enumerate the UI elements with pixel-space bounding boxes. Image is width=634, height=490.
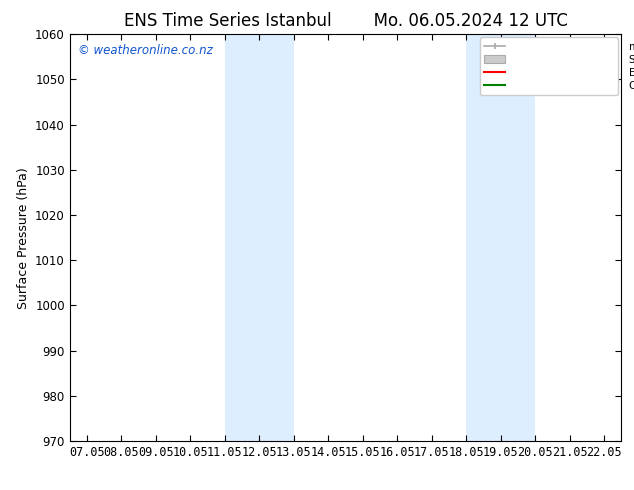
Bar — [225, 34, 294, 441]
Y-axis label: Surface Pressure (hPa): Surface Pressure (hPa) — [16, 167, 30, 309]
Legend: min/max, Standard deviation, Ensemble mean run, Controll run: min/max, Standard deviation, Ensemble me… — [480, 37, 618, 95]
Title: ENS Time Series Istanbul        Mo. 06.05.2024 12 UTC: ENS Time Series Istanbul Mo. 06.05.2024 … — [124, 12, 567, 30]
Bar — [466, 34, 535, 441]
Text: © weatheronline.co.nz: © weatheronline.co.nz — [78, 45, 213, 57]
